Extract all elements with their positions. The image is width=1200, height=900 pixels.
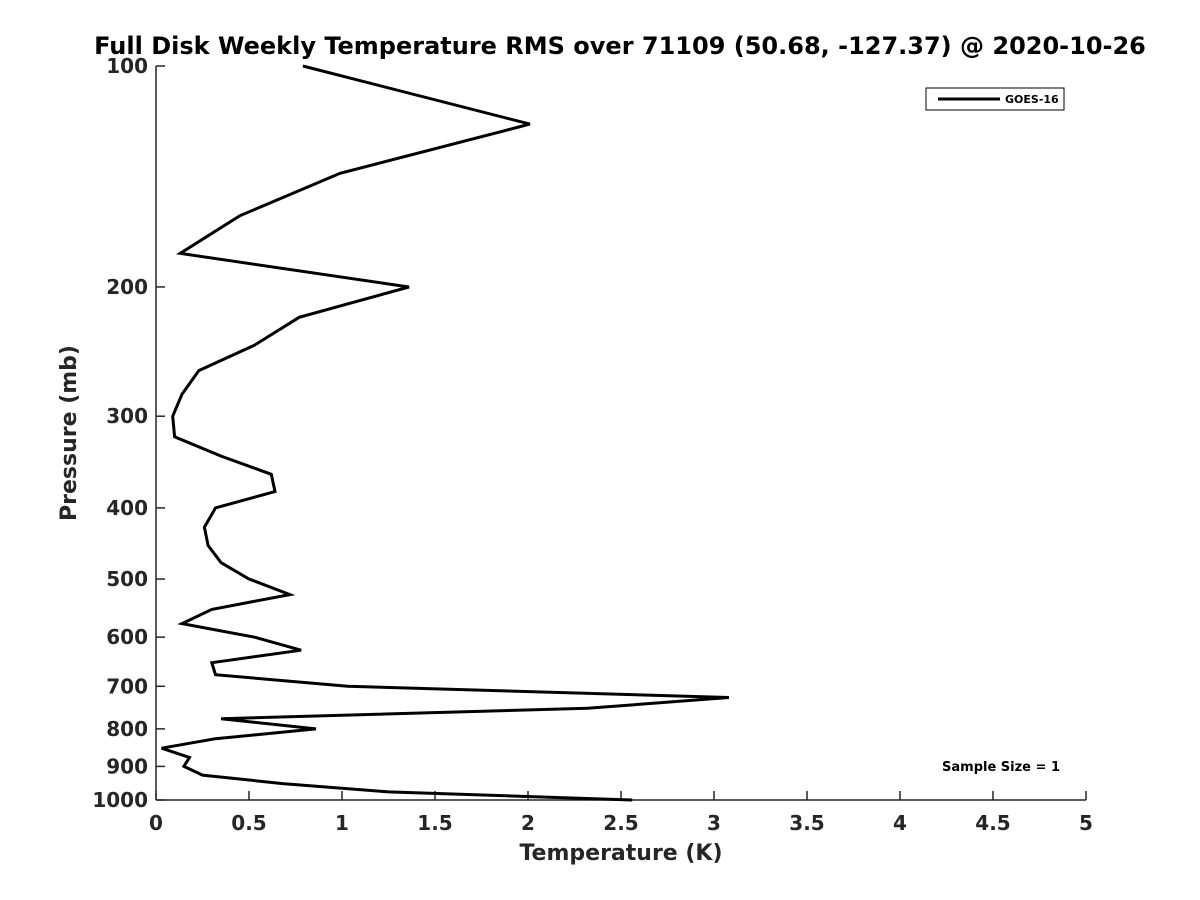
y-tick-label: 100 xyxy=(106,54,148,78)
x-tick-label: 3 xyxy=(707,811,721,835)
x-tick-label: 1 xyxy=(335,811,349,835)
x-tick-label: 2 xyxy=(521,811,535,835)
chart-title: Full Disk Weekly Temperature RMS over 71… xyxy=(94,32,1146,60)
x-tick-label: 3.5 xyxy=(789,811,824,835)
y-axis-label: Pressure (mb) xyxy=(57,345,82,521)
x-tick-label: 1.5 xyxy=(417,811,452,835)
axes xyxy=(155,66,1086,801)
y-tick-label: 200 xyxy=(106,275,148,299)
y-tick-label: 1000 xyxy=(92,788,148,812)
x-ticks: 0 0.5 1 1.5 2 2.5 3 3.5 4 4.5 5 xyxy=(149,791,1093,835)
series-line-0 xyxy=(161,64,730,802)
x-tick-label: 4 xyxy=(893,811,907,835)
x-tick-label: 0.5 xyxy=(231,811,266,835)
legend-entry: GOES-16 xyxy=(1005,93,1059,106)
legend: GOES-16 xyxy=(925,87,1065,111)
x-tick-label: 2.5 xyxy=(603,811,638,835)
y-tick-label: 700 xyxy=(106,674,148,698)
y-tick-label: 300 xyxy=(106,404,148,428)
x-tick-label: 5 xyxy=(1079,811,1093,835)
y-tick-label: 900 xyxy=(106,754,148,778)
sample-size-annotation: Sample Size = 1 xyxy=(942,760,1060,775)
series-layer xyxy=(161,64,730,802)
y-ticks: 100 200 300 400 500 600 700 800 900 1000 xyxy=(92,54,165,812)
x-tick-label: 4.5 xyxy=(975,811,1010,835)
y-tick-label: 400 xyxy=(106,496,148,520)
x-tick-label: 0 xyxy=(149,811,163,835)
y-tick-label: 800 xyxy=(106,717,148,741)
y-tick-label: 500 xyxy=(106,567,148,591)
x-axis-label: Temperature (K) xyxy=(519,841,722,866)
y-tick-label: 600 xyxy=(106,625,148,649)
